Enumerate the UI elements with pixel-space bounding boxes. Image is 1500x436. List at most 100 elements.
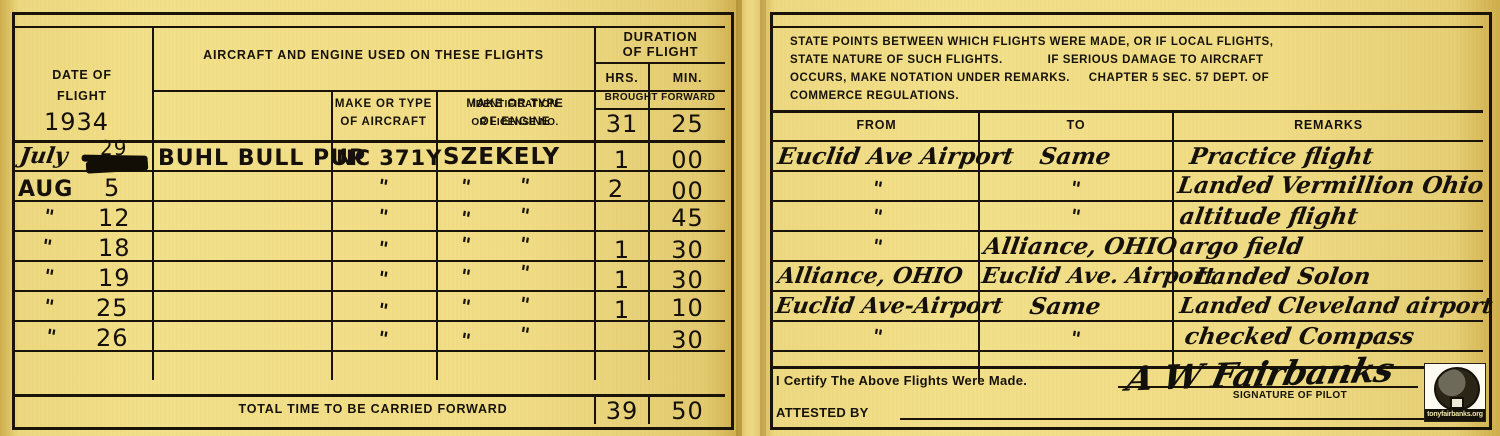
row-remarks: Practice flight <box>1187 143 1376 170</box>
row-from: Alliance, OHIO <box>775 263 965 289</box>
logbook-page-right <box>760 0 1500 436</box>
header-make-aircraft-line2: OF AIRCRAFT <box>340 116 427 128</box>
left-subheader-rule <box>152 90 725 92</box>
row-hrs: 2 <box>607 175 625 203</box>
row-engine: SZEKELY <box>443 144 561 170</box>
row-min: 30 <box>671 326 704 354</box>
right-colheader-bottom-rule <box>773 140 1483 142</box>
row-rule <box>773 200 1483 202</box>
total-hrs: 39 <box>605 397 639 425</box>
watermark-text: tonyfairbanks.org <box>1425 409 1485 421</box>
left-table-frame <box>12 12 734 430</box>
signature-caption: SIGNATURE OF PILOT <box>1232 390 1348 401</box>
row-min: 30 <box>671 236 704 264</box>
header-aircraft-group: AIRCRAFT AND ENGINE USED ON THESE FLIGHT… <box>203 48 544 62</box>
row-rule <box>15 320 725 322</box>
left-top-rule <box>15 26 725 28</box>
col-divider-hrs <box>648 62 650 140</box>
header-make-engine-line2: OF ENGINE <box>479 116 551 128</box>
header-remarks: REMARKS <box>1294 118 1363 132</box>
row-min: 00 <box>671 146 704 174</box>
total-min: 50 <box>671 397 704 425</box>
instruction-line-2: STATE NATURE OF SUCH FLIGHTS. IF SERIOUS… <box>790 54 1264 66</box>
row-min: 10 <box>671 294 704 322</box>
balloon-basket-icon <box>1450 397 1464 409</box>
header-date-of-flight-line1: DATE OF <box>52 68 112 82</box>
total-row-top-rule <box>15 394 725 397</box>
row-rule <box>15 260 725 262</box>
row-identification: NC 371Y <box>336 146 443 170</box>
row-rule <box>773 320 1483 322</box>
col-divider-engine <box>594 26 596 140</box>
row-rule <box>773 350 1483 352</box>
brought-forward-hrs: 31 <box>605 110 639 138</box>
row-month: AUG <box>18 177 74 202</box>
header-from: FROM <box>856 118 897 132</box>
header-make-aircraft-line1: MAKE OR TYPE <box>334 98 433 110</box>
row-remarks: argo field <box>1177 233 1305 260</box>
row-day: 5 <box>104 174 121 202</box>
row-min: 00 <box>671 177 704 205</box>
row-min: 45 <box>671 204 704 232</box>
row-day: 12 <box>98 204 131 232</box>
col-divider-to <box>1172 110 1174 380</box>
header-make-engine-line1: MAKE OR TYPE <box>466 98 564 110</box>
total-divider-hrs <box>594 394 596 424</box>
row-rule <box>15 230 725 232</box>
duration-hrs-min-rule <box>594 62 725 64</box>
certify-label: I Certify The Above Flights Were Made. <box>776 373 1028 388</box>
right-table-frame <box>770 12 1492 430</box>
row-remarks: altitude flight <box>1177 203 1361 230</box>
header-hrs: HRS. <box>605 71 639 85</box>
attested-line <box>900 418 1480 420</box>
right-instructions-bottom-rule <box>773 110 1483 113</box>
instruction-line-1: STATE POINTS BETWEEN WHICH FLIGHTS WERE … <box>790 36 1274 48</box>
col-divider-aircraft <box>331 90 333 140</box>
header-duration-line1: DURATION <box>623 29 698 44</box>
row-rule <box>15 350 725 352</box>
page-gutter <box>736 0 766 436</box>
row-min: 30 <box>671 266 704 294</box>
row-rule <box>773 290 1483 292</box>
header-identification-line2: OR LICENSE NO. <box>471 117 559 128</box>
row-to: Same <box>1037 143 1113 170</box>
col-divider-date <box>152 26 154 140</box>
row-hrs: 1 <box>613 236 631 264</box>
right-body-bottom-rule <box>773 366 1483 369</box>
brought-forward-min: 25 <box>671 110 704 138</box>
row-hrs: 1 <box>613 146 631 174</box>
signature-line <box>1118 386 1418 388</box>
header-to: TO <box>1066 118 1086 132</box>
row-rule <box>15 290 725 292</box>
row-day: 18 <box>98 234 131 262</box>
row-remarks: Landed Solon <box>1192 263 1373 290</box>
row-aircraft: BUHL BULL PUP <box>158 146 367 171</box>
row-to: Same <box>1027 293 1103 320</box>
left-header-bottom-rule <box>15 140 725 143</box>
row-rule <box>773 230 1483 232</box>
total-label: TOTAL TIME TO BE CARRIED FORWARD <box>238 402 508 416</box>
header-date-of-flight-line2: FLIGHT <box>57 89 107 103</box>
header-brought-forward: BROUGHT FORWARD <box>604 92 716 103</box>
row-month: July <box>17 143 70 169</box>
row-day: 25 <box>96 294 129 322</box>
header-min: MIN. <box>672 71 703 85</box>
logbook-page-left <box>0 0 742 436</box>
year-handwritten: 1934 <box>44 108 110 136</box>
col-divider-identification <box>436 90 438 140</box>
row-day: 26 <box>96 324 129 352</box>
watermark-logo: tonyfairbanks.org <box>1424 363 1486 422</box>
attested-label: ATTESTED BY <box>776 405 869 420</box>
row-remarks: checked Compass <box>1182 323 1417 350</box>
row-rule <box>15 170 725 172</box>
row-hrs: 1 <box>613 296 631 324</box>
instruction-line-3: OCCURS, MAKE NOTATION UNDER REMARKS. CHA… <box>790 72 1270 84</box>
row-remarks: Landed Vermillion Ohio <box>1175 172 1486 199</box>
row-day: 19 <box>98 264 131 292</box>
col-divider-from <box>978 110 980 380</box>
header-identification-line1: IDENTIFICATION <box>472 99 558 110</box>
row-rule <box>773 170 1483 172</box>
row-to: Alliance, OHIO <box>981 233 1180 260</box>
row-hrs: 1 <box>613 266 631 294</box>
